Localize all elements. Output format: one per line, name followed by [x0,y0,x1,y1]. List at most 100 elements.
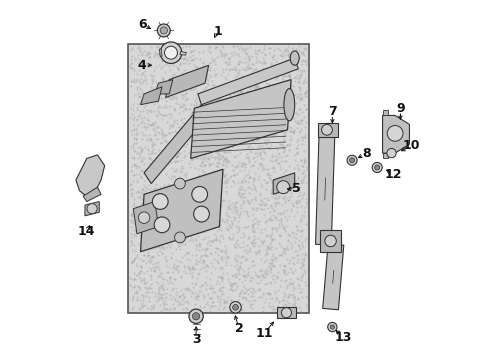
Point [162,244,169,250]
Point [256,197,264,203]
Point [144,244,152,250]
Point [167,159,175,165]
Point [240,294,248,300]
Point [146,50,154,56]
Polygon shape [322,244,343,310]
Point [165,103,173,109]
Point [130,155,138,161]
Point [228,287,236,292]
Point [247,301,255,307]
Point [227,66,235,72]
Point [178,218,185,224]
Point [300,157,308,163]
Point [176,62,183,67]
Point [265,291,273,297]
Point [175,174,183,180]
Point [213,163,221,169]
Point [230,263,238,269]
Point [170,262,178,267]
Point [181,241,188,247]
Point [247,62,255,67]
Point [188,86,196,92]
Point [171,107,179,113]
Point [158,75,165,80]
Point [172,89,180,95]
Point [277,97,285,103]
Point [295,84,303,90]
Point [152,197,160,203]
Point [175,240,183,246]
Point [297,134,305,139]
Point [155,242,163,247]
Point [144,211,152,217]
Point [162,263,170,269]
Point [236,193,244,199]
Point [268,230,276,236]
Point [268,154,276,159]
Point [267,256,275,262]
Point [152,155,160,161]
Point [222,81,229,87]
Point [258,272,265,278]
Point [268,303,276,309]
Point [250,131,258,137]
Point [282,46,290,52]
Text: 6: 6 [138,18,146,31]
Point [161,103,169,108]
Point [140,252,147,258]
Point [128,211,136,216]
Point [183,77,191,83]
Point [243,272,251,278]
Point [259,201,267,207]
Point [267,253,275,259]
Circle shape [157,24,170,37]
Point [268,120,276,126]
Point [243,151,250,157]
Point [256,132,264,138]
Point [176,275,184,280]
Point [273,150,281,156]
Point [178,134,185,140]
Point [244,144,252,149]
Point [213,44,221,49]
Point [188,157,196,162]
Point [291,180,299,186]
Point [176,228,183,234]
Point [294,121,302,126]
Point [234,303,242,309]
Point [142,198,150,203]
Point [134,194,142,200]
Point [198,158,206,164]
Point [258,167,265,173]
Point [220,166,228,172]
Point [145,137,153,143]
Point [150,170,158,176]
Point [218,45,226,50]
Point [264,108,272,114]
Point [203,133,211,139]
Point [142,269,150,274]
Point [250,87,258,93]
Point [187,186,195,192]
Point [155,266,163,272]
Text: 3: 3 [191,333,200,346]
Point [182,270,190,275]
Point [255,173,263,179]
Point [145,53,153,59]
Point [135,284,142,289]
Point [204,119,212,125]
Point [181,105,189,111]
Point [171,182,179,188]
Point [249,179,257,184]
Point [187,128,195,134]
Point [224,61,232,67]
Point [202,94,209,100]
Point [157,295,164,301]
Point [146,177,154,183]
Point [185,266,193,272]
Point [134,189,142,195]
Point [159,75,166,81]
Point [142,279,150,284]
Point [203,282,211,288]
Point [154,136,162,142]
